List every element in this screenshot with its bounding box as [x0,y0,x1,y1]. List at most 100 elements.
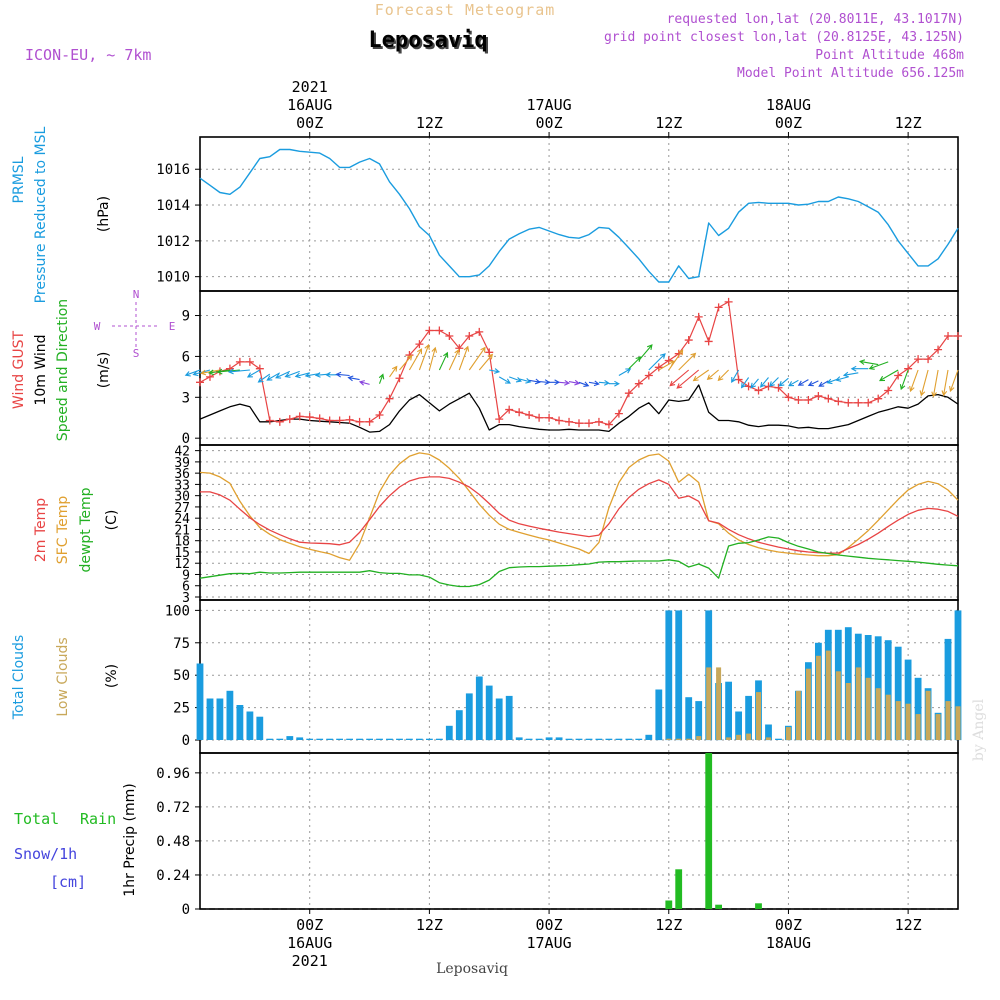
y-tick-label: 75 [173,636,190,652]
compass-west: W [94,320,101,333]
gust-point [385,394,394,403]
gust-point [325,416,334,425]
gust-point [584,419,593,428]
total-cloud-bar [765,724,772,741]
y-tick-label: 6 [182,349,190,365]
requested-coords: requested lon,lat (20.8011E, 43.1017N) [667,12,964,27]
total-cloud-bar [216,698,224,740]
wind-arrow [676,369,700,389]
total-cloud-bar [545,737,553,740]
wind-arrow [358,380,370,386]
gust-point [954,331,962,340]
gust-point [545,413,554,422]
low-cloud-bar [706,667,712,740]
wind-arrow [335,371,350,378]
wind-arrow [717,369,729,382]
wind-arrow [458,345,470,371]
total-cloud-bar [475,676,483,740]
gust-point [575,419,583,428]
total-cloud-bar [316,738,324,740]
wind-arrow [216,368,240,375]
gust-point [784,393,793,402]
gust-point [714,303,723,312]
y-tick-label: 0.24 [156,868,190,884]
wind-arrow [669,369,690,387]
total-cloud-bar [904,659,912,740]
total-cloud-bar [615,738,623,740]
total-cloud-bar [745,695,752,740]
footer-station: Leposaviq [436,961,508,977]
y-tick-label: 1010 [156,270,190,286]
gust-point [944,331,953,340]
gust-point [914,355,923,364]
wind-arrow [227,368,250,375]
y-tick-label: 9 [182,309,190,325]
t2m-label: 2m Temp [33,498,49,562]
wind-arrow [598,379,610,386]
total-cloud-bar [485,685,493,741]
pressure-label-short: PRMSL [11,156,27,203]
gust-point [515,408,524,417]
gust-point [435,326,444,335]
bottom-axis-year-label: 2021 [292,952,328,970]
wind-arrow [257,373,271,383]
wind-arrow [909,369,919,393]
wind-arrow [731,369,740,383]
wind-arrow [788,379,799,387]
total-cloud-bar [725,681,732,740]
gust-point [395,374,404,383]
gust-point [684,336,693,345]
total-cloud-bar [426,738,433,740]
wind-arrow [949,369,959,393]
y-tick-label: 3 [182,390,190,406]
wind-arrow [899,369,909,391]
wind-arrow [818,380,829,387]
low-cloud-bar [905,703,911,740]
total-cloud-bar [695,701,703,740]
gust-point [594,417,603,426]
wind-arrow [498,376,511,384]
wind-arrow [769,377,779,387]
y-tick-label: 36 [174,467,190,482]
total-cloud-bar [396,738,403,740]
wind-arrow [608,380,620,387]
total-cloud-bar [565,738,573,740]
wind-arrow [418,343,430,371]
low-cloud-bar [676,738,682,740]
gust-point [824,394,833,403]
wind-arrow [638,344,653,361]
gust-point [664,356,673,365]
total-cloud-bar [286,736,294,740]
total-cloud-bar [306,738,314,740]
total-cloud-bar [655,689,663,741]
total-cloud-bar [465,693,473,741]
wind-arrow [578,381,590,387]
wind-arrow [428,346,438,371]
bottom-axis-time-label: 12Z [655,916,682,934]
low-cloud-bar [746,733,752,741]
gust-point [724,297,733,306]
total-cloud-bar [336,738,343,740]
top-axis-date-label: 18AUG [766,96,811,114]
wind-arrow [706,369,719,381]
total-cloud-bar [954,610,962,741]
cloud-bars [196,610,962,741]
gust-point [654,363,663,372]
low-cloud-bar [766,737,771,740]
rain-bar [715,904,722,909]
gust-point [196,378,204,387]
total-cloud-bar [595,738,603,740]
compass-east: E [169,320,176,333]
panel-frame [199,444,959,601]
bottom-axis-date-label: 17AUG [527,934,572,952]
cloud-unit-label: (%) [104,664,120,688]
y-tick-label: 0.72 [156,800,190,816]
low-cloud-bar [716,667,722,740]
pressure-label-long: Pressure Reduced to MSL [33,126,49,303]
gust-point [535,413,544,422]
gust-point [235,357,244,366]
gust-point [205,372,214,381]
temp-unit-label: (C) [104,510,120,531]
credit-watermark: by Angel [971,698,987,761]
y-tick-label: 1016 [156,162,190,178]
